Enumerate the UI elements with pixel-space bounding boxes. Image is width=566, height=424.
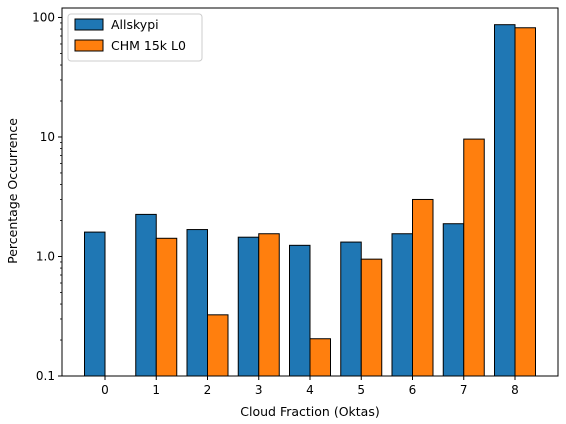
bar-series1-4 (289, 244, 311, 377)
x-tick-label-6: 6 (409, 383, 417, 397)
legend-label-series2: CHM 15k L0 (111, 38, 186, 53)
y-tick-label: 1.0 (36, 249, 55, 263)
x-tick-label-4: 4 (306, 383, 314, 397)
x-tick-label-5: 5 (357, 383, 365, 397)
y-tick-label: 0.1 (36, 369, 55, 383)
bar-series1-5 (340, 241, 362, 377)
y-tick-label: 100 (32, 10, 55, 24)
bar-series1-3 (237, 236, 260, 377)
x-tick-label-0: 0 (101, 383, 109, 397)
axes-group: 0 1 2 3 4 5 6 7 8 0.1 1.0 10 100 (32, 7, 559, 397)
bar-series1-7 (442, 223, 465, 377)
bar-series2-5 (360, 258, 383, 377)
y-axis-label: Percentage Occurrence (5, 118, 20, 264)
bar-series2-6 (412, 198, 434, 377)
bar-series2-2 (207, 314, 229, 377)
bar-series1-1 (135, 213, 157, 377)
y-tick-label: 10 (40, 130, 55, 144)
x-tick-label-8: 8 (511, 383, 519, 397)
bar-series2-3 (258, 233, 280, 377)
bar-series2-1 (155, 237, 178, 377)
bar-series2-8 (514, 27, 536, 377)
x-tick-label-2: 2 (204, 383, 212, 397)
bar-series1-8 (494, 24, 516, 377)
bar-series1-0 (84, 231, 106, 377)
bar-series1-2 (186, 229, 208, 377)
x-tick-label-1: 1 (152, 383, 160, 397)
x-tick-label-7: 7 (460, 383, 468, 397)
bars-group (84, 24, 536, 377)
legend-swatch-series2 (74, 39, 104, 52)
x-tick-label-3: 3 (255, 383, 263, 397)
bar-series2-7 (463, 138, 485, 377)
bar-series2-4 (309, 338, 331, 377)
legend: Allskypi CHM 15k L0 (67, 13, 203, 62)
x-axis-label: Cloud Fraction (Oktas) (240, 404, 379, 419)
legend-label-series1: Allskypi (111, 17, 159, 32)
legend-swatch-series1 (74, 18, 104, 31)
bar-series1-6 (391, 233, 413, 377)
